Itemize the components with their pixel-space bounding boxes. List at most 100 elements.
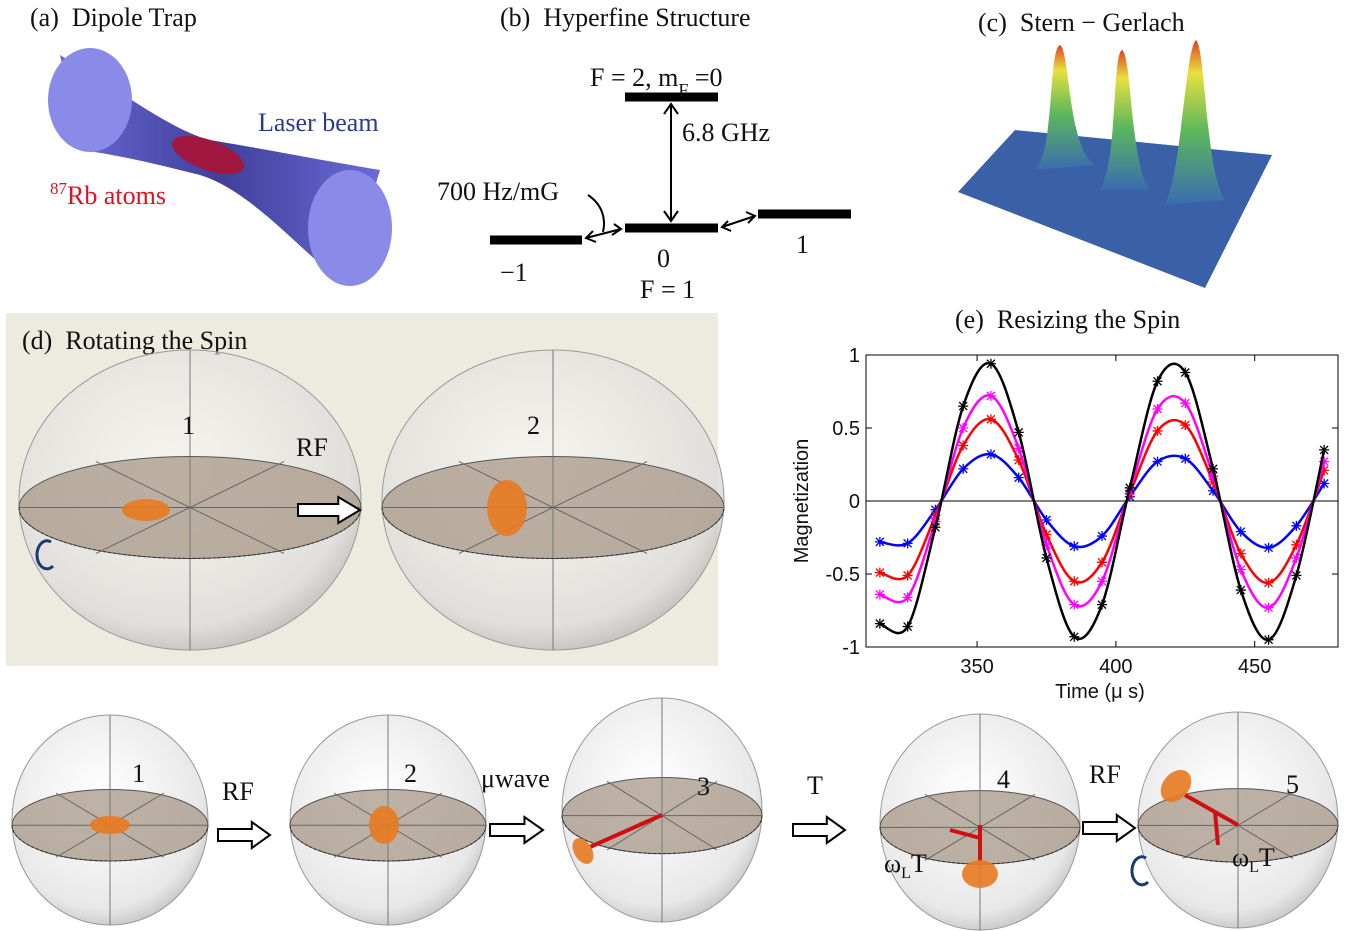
data-point xyxy=(1263,542,1274,553)
data-point xyxy=(902,538,913,549)
arrow-label: μwave xyxy=(481,764,550,793)
phase-label: ωLT xyxy=(884,849,927,882)
block-arrow xyxy=(1082,813,1137,843)
phase-sub: L xyxy=(901,865,911,882)
spin-blob xyxy=(90,816,130,834)
level-tail: =0 xyxy=(688,63,722,92)
atoms-label: 87Rb atoms xyxy=(50,179,166,210)
data-point xyxy=(958,463,969,474)
sphere-label: 5 xyxy=(1286,770,1299,799)
data-point xyxy=(1013,472,1024,483)
equator-front xyxy=(381,507,725,559)
data-point xyxy=(1152,425,1163,436)
arrow-label: RF xyxy=(296,433,328,462)
data-point xyxy=(958,440,969,451)
spin-vector xyxy=(949,828,981,840)
panel-title: (a) Dipole Trap xyxy=(30,3,197,32)
superscript: 87 xyxy=(50,179,68,198)
data-point xyxy=(1041,514,1052,525)
equator-front xyxy=(18,507,362,559)
spin-vector xyxy=(1184,793,1239,827)
x-tick-label: 450 xyxy=(1238,656,1271,678)
spin-blob xyxy=(1160,769,1192,803)
data-point xyxy=(1097,531,1107,542)
spheres xyxy=(11,349,1339,931)
x-tick-label: 400 xyxy=(1099,656,1132,678)
data-point xyxy=(1069,631,1080,642)
data-point xyxy=(1013,427,1024,438)
equator-front xyxy=(1137,825,1339,863)
sphere-label: 2 xyxy=(527,411,540,440)
level-main: F = 2, m xyxy=(590,63,678,92)
data-point xyxy=(985,414,996,425)
atom-cloud xyxy=(171,135,245,175)
y-tick-label: 0.5 xyxy=(832,418,860,440)
level-sub: F xyxy=(678,80,688,100)
data-point xyxy=(958,423,969,433)
equator-front xyxy=(879,827,1081,865)
phase-main: ω xyxy=(884,849,901,878)
sphere-label: 2 xyxy=(404,759,417,788)
phase-tail: T xyxy=(911,849,927,878)
data-point xyxy=(958,401,969,412)
data-point xyxy=(1152,404,1163,415)
equator-front xyxy=(11,825,209,862)
arrow-label: RF xyxy=(1089,760,1121,789)
data-point xyxy=(985,390,996,401)
sphere-label: 1 xyxy=(132,759,145,788)
block-arrow xyxy=(489,815,545,845)
zeeman-label: 700 Hz/mG xyxy=(437,177,559,206)
chart-title: (e) Resizing the Spin xyxy=(955,305,1180,334)
data-point xyxy=(1013,443,1024,454)
data-point xyxy=(1097,576,1107,587)
data-point xyxy=(1152,376,1163,387)
rotation-arrow xyxy=(1130,855,1150,887)
data-point xyxy=(930,516,941,527)
spin-blob xyxy=(122,499,170,521)
data-point xyxy=(1097,557,1107,568)
spin-blob xyxy=(962,860,998,888)
peak xyxy=(1035,45,1095,170)
data-point xyxy=(1208,477,1219,488)
data-point xyxy=(1208,471,1219,482)
data-point xyxy=(874,567,885,578)
peak xyxy=(1100,50,1150,190)
panel-title: (d) Rotating the Spin xyxy=(22,326,247,355)
data-point xyxy=(1208,485,1219,496)
level-label: F = 2, mF =0 xyxy=(590,63,723,100)
y-tick-label: 0 xyxy=(849,491,860,513)
y-tick-label: -1 xyxy=(842,637,860,659)
phase-main: ω xyxy=(1232,843,1249,872)
data-point xyxy=(1124,482,1135,493)
data-point xyxy=(1180,420,1191,431)
levels xyxy=(490,92,851,245)
data-point xyxy=(1208,463,1219,474)
data-point xyxy=(1291,520,1302,531)
spin-blob xyxy=(487,480,527,536)
data-point xyxy=(985,358,996,369)
data-point xyxy=(1235,548,1246,559)
beam-end xyxy=(48,48,132,152)
data-point xyxy=(1041,539,1052,550)
phase-label: ωLT xyxy=(1232,843,1275,876)
data-point xyxy=(874,589,885,600)
data-point xyxy=(1041,552,1052,563)
sublevel-label: 0 xyxy=(657,244,670,273)
pointer xyxy=(587,194,606,233)
spin-vector xyxy=(1213,811,1220,846)
spin-blob xyxy=(572,838,594,864)
spin-vector xyxy=(589,813,663,849)
data-point xyxy=(1319,478,1330,489)
data-point xyxy=(1291,539,1302,550)
series-line xyxy=(879,361,1326,641)
block-arrow xyxy=(217,820,272,850)
data-point xyxy=(902,621,913,632)
data-point xyxy=(1180,367,1191,378)
data-point xyxy=(1291,570,1302,581)
data-point xyxy=(1152,456,1163,467)
splitting-label: 6.8 GHz xyxy=(682,118,770,147)
phase-sub: L xyxy=(1249,859,1259,876)
peak xyxy=(1165,40,1225,205)
data-point xyxy=(1319,465,1330,476)
y-tick-label: 1 xyxy=(849,345,860,367)
